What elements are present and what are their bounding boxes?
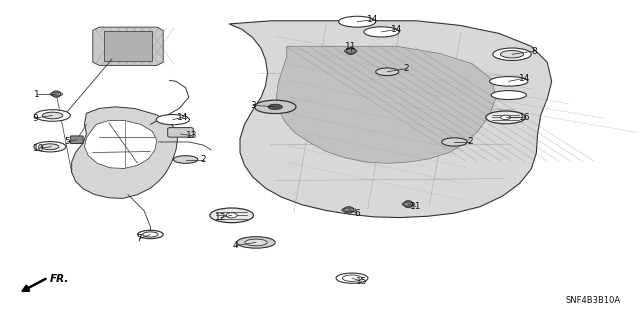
Ellipse shape: [42, 112, 63, 119]
Text: 2: 2: [201, 155, 206, 164]
Polygon shape: [104, 31, 152, 61]
Ellipse shape: [376, 68, 399, 76]
Ellipse shape: [52, 91, 61, 97]
Ellipse shape: [364, 27, 399, 37]
Ellipse shape: [35, 110, 70, 121]
Ellipse shape: [404, 201, 413, 208]
Ellipse shape: [442, 138, 467, 146]
FancyBboxPatch shape: [168, 128, 193, 137]
Ellipse shape: [344, 207, 354, 213]
Text: 14: 14: [177, 113, 188, 122]
Ellipse shape: [342, 275, 362, 281]
Ellipse shape: [138, 230, 163, 239]
Text: 11: 11: [410, 202, 422, 211]
Ellipse shape: [254, 100, 296, 114]
Ellipse shape: [245, 239, 267, 246]
Ellipse shape: [210, 208, 253, 223]
Text: 9: 9: [33, 114, 38, 122]
Ellipse shape: [492, 91, 526, 100]
Ellipse shape: [173, 156, 198, 163]
Ellipse shape: [268, 104, 282, 109]
Text: 2: 2: [468, 137, 473, 146]
Text: 11: 11: [345, 42, 356, 51]
Ellipse shape: [143, 232, 158, 237]
Ellipse shape: [486, 111, 525, 124]
Text: 14: 14: [367, 15, 378, 24]
Text: FR.: FR.: [50, 274, 69, 284]
Text: 5: 5: [65, 137, 70, 146]
Text: 2: 2: [404, 64, 409, 73]
Text: 7: 7: [137, 234, 142, 243]
Text: 1: 1: [35, 90, 40, 99]
FancyBboxPatch shape: [70, 136, 83, 144]
Ellipse shape: [346, 48, 355, 55]
Text: 16: 16: [519, 113, 531, 122]
Text: 10: 10: [33, 144, 44, 153]
Polygon shape: [276, 46, 496, 163]
Text: 14: 14: [519, 74, 531, 83]
Ellipse shape: [336, 273, 368, 283]
Text: 15: 15: [356, 277, 367, 286]
Ellipse shape: [339, 16, 376, 27]
Polygon shape: [229, 21, 552, 218]
Text: SNF4B3B10A: SNF4B3B10A: [566, 296, 621, 305]
Text: 13: 13: [186, 131, 198, 140]
Ellipse shape: [490, 77, 528, 86]
Polygon shape: [84, 121, 157, 168]
Text: 14: 14: [391, 25, 403, 34]
Text: 12: 12: [215, 213, 227, 222]
Ellipse shape: [41, 144, 59, 150]
Ellipse shape: [227, 213, 237, 218]
Ellipse shape: [34, 142, 66, 152]
Text: 3: 3: [250, 101, 255, 110]
Ellipse shape: [500, 50, 524, 58]
Ellipse shape: [493, 48, 531, 61]
Polygon shape: [93, 27, 163, 65]
Ellipse shape: [156, 115, 189, 125]
Text: 4: 4: [233, 241, 238, 250]
Ellipse shape: [237, 237, 275, 248]
Text: 6: 6: [355, 209, 360, 218]
Ellipse shape: [500, 115, 511, 120]
Polygon shape: [72, 107, 178, 198]
Text: 8: 8: [532, 47, 537, 56]
